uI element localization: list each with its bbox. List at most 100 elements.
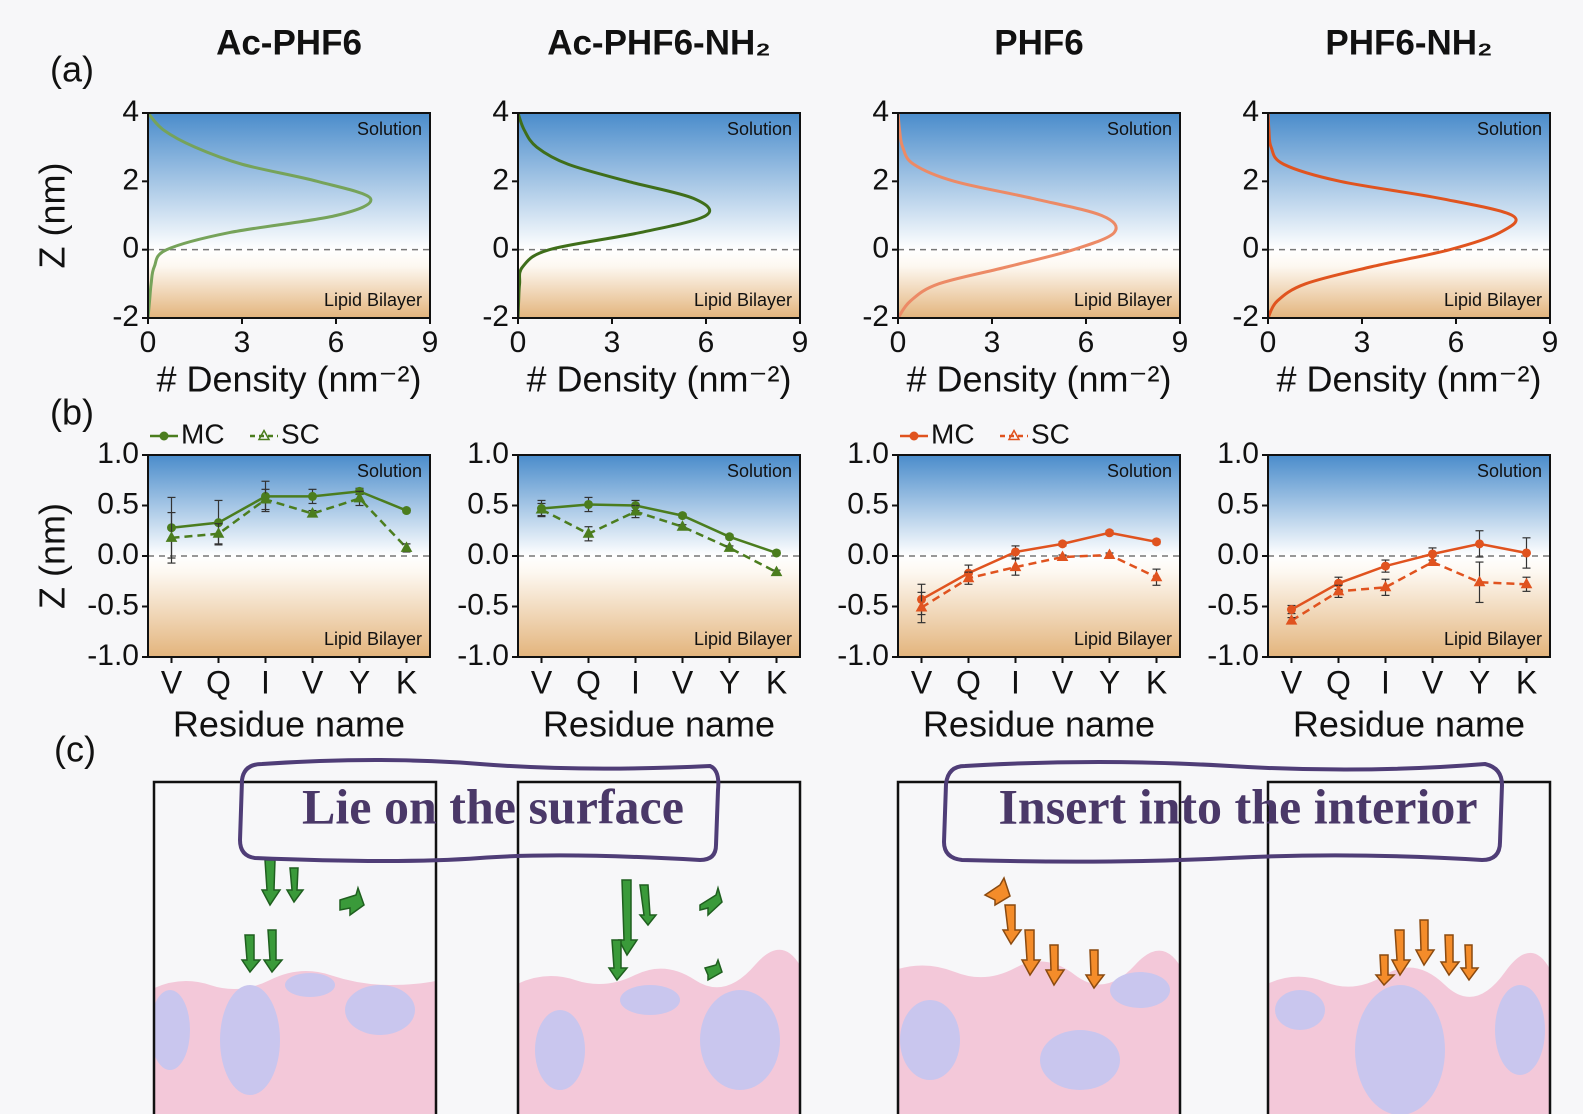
point [1287, 605, 1296, 615]
y-tick-label: -0.5 [837, 588, 889, 621]
point [676, 520, 689, 531]
y-tick-label: 4 [872, 95, 889, 128]
x-tick-label: 9 [1542, 326, 1559, 359]
point [353, 491, 366, 503]
point [1058, 539, 1067, 549]
x-tick-label: V [161, 664, 183, 700]
x-axis-label: # Density (nm⁻²) [906, 359, 1171, 400]
series-line [920, 531, 1157, 601]
point [1379, 580, 1392, 592]
point [1381, 561, 1390, 571]
point [212, 527, 225, 538]
panel-title: PHF6 [994, 23, 1083, 62]
region-label: Solution [1107, 461, 1172, 481]
y-tick-label: 2 [872, 163, 889, 196]
series-line [1290, 560, 1527, 622]
x-tick-label: Y [349, 664, 370, 700]
point [259, 492, 272, 504]
series-line [540, 508, 778, 574]
x-axis-label: # Density (nm⁻²) [1276, 359, 1541, 400]
plot-frame [147, 112, 431, 319]
x-tick-label: 3 [1354, 326, 1371, 359]
panel-title: Ac-PHF6 [216, 23, 362, 62]
x-axis-label: Residue name [173, 704, 405, 745]
series-line [1290, 542, 1527, 611]
region-label: Lipid Bilayer [694, 629, 792, 649]
x-tick-label: 0 [510, 326, 527, 359]
x-tick-label: V [1422, 664, 1444, 700]
point [772, 548, 781, 558]
x-tick-label: 3 [234, 326, 251, 359]
legend-marker [1007, 428, 1021, 441]
y-tick-label: 0.0 [467, 538, 509, 571]
point [165, 531, 178, 542]
point [1285, 614, 1298, 625]
point [535, 503, 548, 514]
annotation: Lie on the surface [302, 778, 684, 834]
x-tick-label: Q [206, 664, 231, 700]
x-tick-label: Y [1469, 664, 1490, 700]
point [582, 527, 595, 538]
x-tick-label: Q [956, 664, 981, 700]
legend-marker [159, 431, 169, 441]
density-curve [518, 113, 712, 318]
region-label: Lipid Bilayer [324, 290, 422, 310]
x-tick-label: Y [719, 664, 740, 700]
plot-background [1268, 113, 1550, 318]
region-label: Lipid Bilayer [324, 629, 422, 649]
point [723, 541, 736, 552]
y-tick-label: 0 [872, 232, 889, 265]
x-tick-label: 0 [1260, 326, 1277, 359]
point [1475, 539, 1484, 549]
legend-label: MC [181, 418, 225, 449]
region-label: Lipid Bilayer [694, 290, 792, 310]
x-tick-label: 9 [1172, 326, 1189, 359]
point [308, 491, 317, 501]
point [962, 571, 975, 583]
plot-frame [147, 454, 431, 658]
peptides [240, 859, 723, 982]
y-tick-label: 4 [122, 95, 139, 128]
plot-background [518, 455, 800, 657]
y-tick-label: 4 [1242, 95, 1259, 128]
plot-frame [517, 112, 801, 319]
point [1152, 537, 1161, 547]
plot-background [148, 455, 430, 657]
y-tick-label: 0.0 [847, 538, 889, 571]
y-tick-label: 0.5 [1217, 487, 1259, 520]
legend-label: MC [931, 418, 975, 449]
series-line [541, 503, 777, 555]
plot-frame [897, 112, 1181, 319]
region-label: Lipid Bilayer [1444, 629, 1542, 649]
region-label: Solution [357, 119, 422, 139]
point [1150, 570, 1163, 582]
x-tick-label: V [672, 664, 694, 700]
snapshot-frames [152, 780, 1552, 1114]
point [725, 532, 734, 542]
x-tick-label: K [396, 664, 417, 700]
annotation: Insert into the interior [998, 778, 1477, 834]
y-tick-label: -1.0 [1207, 639, 1259, 672]
point [400, 541, 413, 552]
y-tick-label: 0 [492, 232, 509, 265]
region-label: Solution [1477, 119, 1542, 139]
y-tick-label: -0.5 [1207, 588, 1259, 621]
point [1522, 548, 1531, 558]
region-label: Solution [727, 119, 792, 139]
point [1103, 548, 1116, 559]
peptides [983, 876, 1480, 990]
x-tick-label: I [1011, 664, 1020, 700]
y-tick-label: 1.0 [97, 437, 139, 470]
point [402, 506, 411, 516]
y-tick-label: -2 [112, 300, 139, 333]
legend-marker [909, 431, 919, 441]
x-axis-label: # Density (nm⁻²) [156, 359, 421, 400]
panel-label: (c) [54, 729, 96, 770]
snapshots [154, 859, 1550, 1114]
point [915, 600, 928, 612]
region-label: Solution [1107, 119, 1172, 139]
x-tick-label: V [1052, 664, 1074, 700]
x-tick-label: 3 [984, 326, 1001, 359]
